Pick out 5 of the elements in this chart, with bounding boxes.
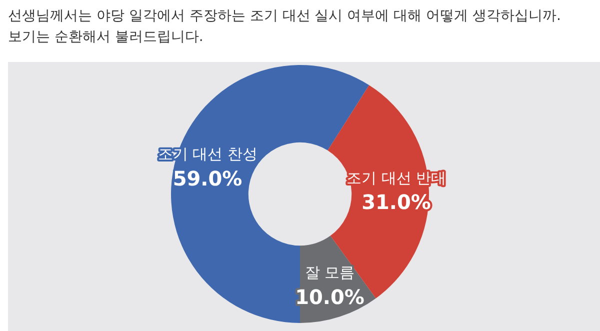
data-label: 10.0% xyxy=(295,284,364,309)
data-label: 59.0% xyxy=(172,166,242,190)
chart-subtitle: 보기는 순환해서 불러드립니다. xyxy=(8,28,204,47)
chart-title: 선생님께서는 야당 일각에서 주장하는 조기 대선 실시 여부에 대해 어떻게 생각하십니까. xyxy=(8,7,561,26)
slice-label: 잘 모름 xyxy=(304,263,355,282)
